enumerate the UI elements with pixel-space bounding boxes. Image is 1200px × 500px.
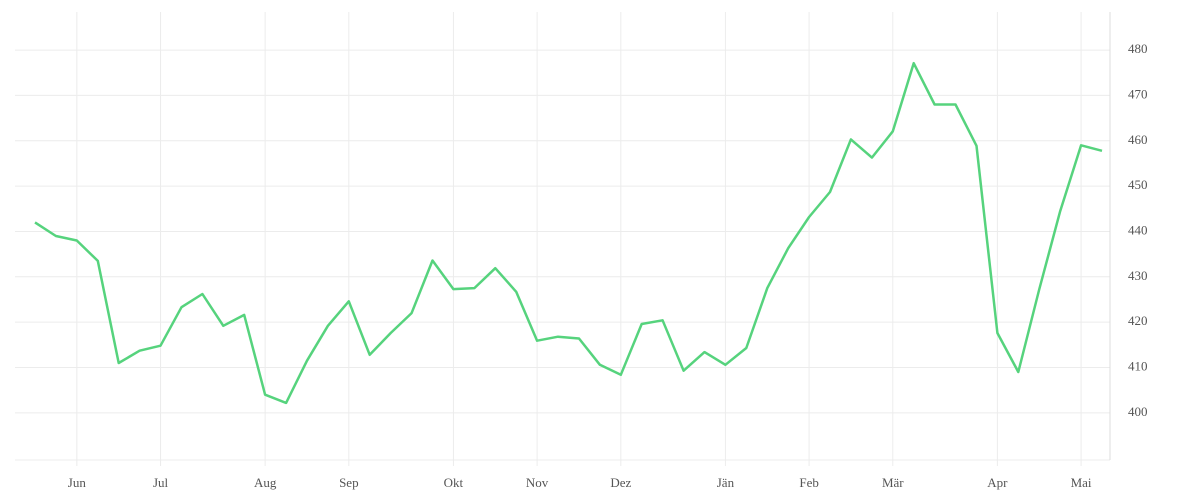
x-tick-label: Okt: [444, 475, 464, 490]
y-tick-label: 470: [1128, 86, 1148, 101]
x-tick-label: Mär: [882, 475, 904, 490]
x-tick-label: Nov: [526, 475, 549, 490]
y-tick-label: 480: [1128, 41, 1148, 56]
x-tick-label: Sep: [339, 475, 359, 490]
y-tick-label: 410: [1128, 358, 1148, 373]
x-tick-label: Jul: [153, 475, 169, 490]
y-tick-label: 450: [1128, 177, 1148, 192]
y-tick-label: 400: [1128, 404, 1148, 419]
x-tick-label: Feb: [799, 475, 819, 490]
x-tick-label: Apr: [987, 475, 1008, 490]
x-tick-label: Aug: [254, 475, 277, 490]
data-line: [34, 61, 1103, 405]
y-tick-label: 460: [1128, 132, 1148, 147]
x-tick-label: Dez: [610, 475, 631, 490]
y-tick-label: 420: [1128, 313, 1148, 328]
y-tick-label: 440: [1128, 222, 1148, 237]
x-tick-label: Mai: [1071, 475, 1092, 490]
x-tick-label: Jun: [68, 475, 87, 490]
y-tick-label: 430: [1128, 268, 1148, 283]
x-tick-label: Jän: [717, 475, 735, 490]
